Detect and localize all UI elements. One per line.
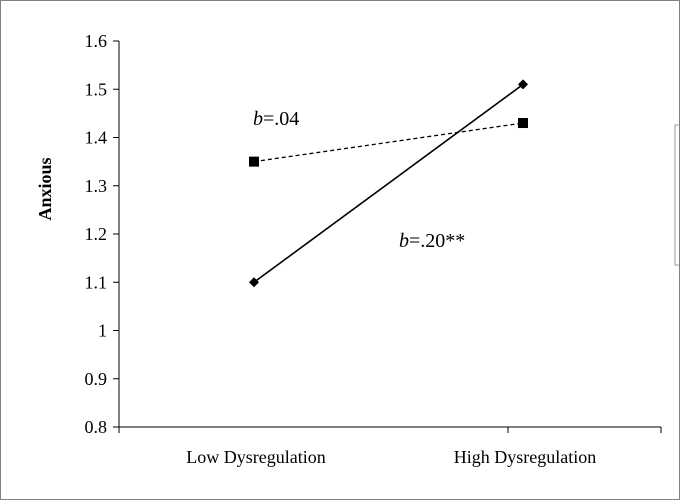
y-ticks: 0.8 0.9 1 1.1 1.2 1.3 1.4 1.5 1.6 — [85, 31, 119, 437]
y-tick-label: 1 — [98, 321, 107, 341]
annotation-solid-slope: b=.20** — [399, 230, 465, 252]
annotation-dashed-value: =.04 — [263, 108, 299, 130]
series-2-point — [249, 277, 259, 288]
y-tick-label: 1.3 — [85, 176, 108, 196]
series-group — [249, 79, 528, 288]
annotation-solid-prefix: b — [399, 230, 409, 252]
x-tick-label: High Dysregulation — [454, 447, 596, 467]
series-1-line — [253, 122, 524, 163]
annotation-dashed-slope: b=.04 — [253, 108, 299, 130]
annotation-solid-value: =.20** — [409, 230, 465, 252]
y-tick-label: 1.2 — [85, 224, 108, 244]
series-2-line — [253, 83, 524, 283]
y-tick-label: 0.8 — [85, 417, 108, 437]
y-axis-label: Anxious — [35, 157, 55, 220]
x-tick-label: Low Dysregulation — [186, 447, 325, 467]
series-1-point — [249, 156, 259, 167]
series-2-point — [518, 79, 528, 90]
y-tick-label: 1.6 — [85, 31, 108, 51]
legend-box — [674, 124, 680, 266]
annotation-dashed-prefix: b — [253, 108, 263, 130]
x-ticks: Low Dysregulation High Dysregulation — [118, 427, 662, 467]
y-tick-label: 1.5 — [85, 79, 108, 99]
y-tick-label: 0.9 — [85, 369, 108, 389]
y-tick-label: 1.4 — [85, 128, 108, 148]
y-tick-label: 1.1 — [85, 272, 108, 292]
series-1-point — [518, 118, 528, 129]
